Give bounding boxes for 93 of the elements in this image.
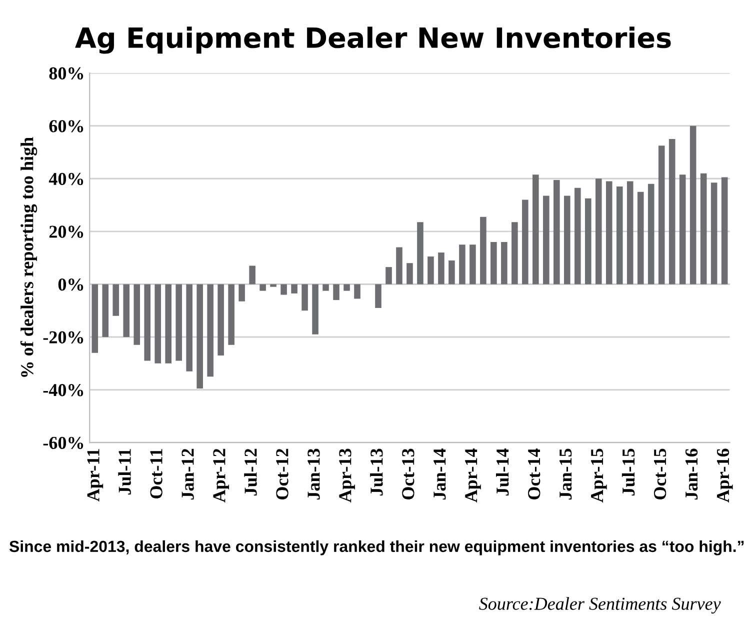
x-tick-label: Oct-13 — [402, 448, 414, 500]
x-tick-label: Jan-16 — [685, 448, 698, 500]
bar — [480, 216, 486, 284]
bar — [522, 200, 528, 284]
bar — [616, 186, 623, 284]
x-tick-label: Jan-12 — [182, 448, 194, 500]
bar — [637, 192, 644, 284]
bar — [112, 284, 120, 316]
x-tick-label: Oct-14 — [528, 448, 540, 500]
y-tick-label: -20% — [43, 331, 84, 344]
bar — [386, 267, 392, 284]
bar — [186, 284, 192, 372]
bar — [564, 196, 570, 284]
x-tick-label: Oct-15 — [654, 448, 666, 500]
bar — [238, 284, 245, 302]
bar — [690, 126, 696, 284]
y-tick-label: -40% — [43, 384, 84, 396]
bar — [626, 181, 634, 284]
source-note: Source:Dealer Sentiments Survey — [479, 597, 721, 614]
y-tick-label: 60% — [49, 120, 84, 132]
x-tick-label: Jan-14 — [434, 448, 446, 500]
y-tick-label: 40% — [48, 172, 84, 186]
x-tick-label: Jul-11 — [118, 449, 131, 494]
bar — [543, 196, 550, 284]
bar — [700, 173, 707, 284]
y-tick-label: 20% — [49, 226, 84, 238]
bar — [417, 222, 424, 284]
bar — [344, 284, 350, 291]
bar — [658, 146, 665, 284]
bar — [648, 184, 654, 284]
x-tick-label: Jan-13 — [308, 448, 320, 500]
bar — [165, 284, 172, 364]
bar — [459, 244, 466, 284]
bar — [280, 284, 287, 295]
bar — [144, 284, 151, 361]
bar — [448, 260, 455, 284]
x-tick-label: Oct-11 — [150, 449, 162, 498]
bar — [207, 284, 214, 377]
y-tick-label: 0% — [58, 278, 84, 291]
bar — [228, 284, 234, 345]
bar — [333, 284, 340, 300]
x-tick-label: Jul-12 — [244, 448, 257, 496]
y-tick-label: -60% — [43, 436, 84, 450]
bar — [470, 244, 476, 284]
bar — [354, 284, 360, 299]
x-tick-label: Jul-15 — [622, 448, 635, 496]
x-tick-label: Apr-12 — [213, 448, 230, 502]
bar — [302, 284, 308, 311]
bar — [270, 284, 276, 287]
x-tick-label: Jul-13 — [370, 448, 383, 496]
bar — [134, 284, 140, 345]
bar — [291, 284, 298, 294]
bar — [218, 284, 224, 356]
bar — [406, 263, 413, 284]
bar — [102, 284, 109, 337]
x-tick-label: Apr-15 — [591, 448, 607, 502]
x-tick-label: Apr-16 — [716, 448, 733, 502]
y-axis-title: % of dealers reporting too high — [20, 137, 38, 377]
x-tick-label: Oct-12 — [276, 448, 288, 500]
y-tick-label: 80% — [49, 67, 84, 80]
bar — [679, 174, 686, 284]
text: Since mid-2013, dealers have consistently ranked their new equipment inventories as “too high.” — [9, 540, 744, 556]
bar — [375, 284, 382, 308]
bar — [123, 284, 130, 337]
bar — [574, 188, 581, 284]
bar — [512, 222, 518, 284]
x-tick-label: Apr-11 — [87, 449, 104, 502]
bar — [428, 256, 434, 284]
bar — [668, 139, 676, 284]
bar — [176, 284, 182, 361]
bar — [154, 284, 162, 364]
bar — [710, 182, 718, 284]
bar — [606, 181, 612, 284]
bar — [721, 177, 728, 284]
bar — [584, 198, 592, 284]
bar — [554, 180, 560, 284]
bar — [490, 242, 497, 284]
x-tick-label: Jan-15 — [560, 448, 572, 500]
bar — [196, 284, 203, 388]
bar — [312, 284, 318, 334]
x-tick-label: Apr-13 — [339, 448, 355, 502]
bar — [595, 178, 602, 284]
bar — [249, 266, 256, 284]
bar — [322, 284, 329, 291]
x-tick-label: Apr-14 — [465, 448, 481, 502]
bar — [396, 247, 402, 284]
bar — [92, 284, 98, 353]
bar — [260, 284, 266, 291]
bar — [501, 242, 508, 284]
x-tick-label: Jul-14 — [496, 448, 509, 496]
bar — [532, 174, 539, 284]
chart-title: Ag Equipment Dealer New Inventories — [75, 26, 671, 54]
bar — [438, 252, 444, 284]
